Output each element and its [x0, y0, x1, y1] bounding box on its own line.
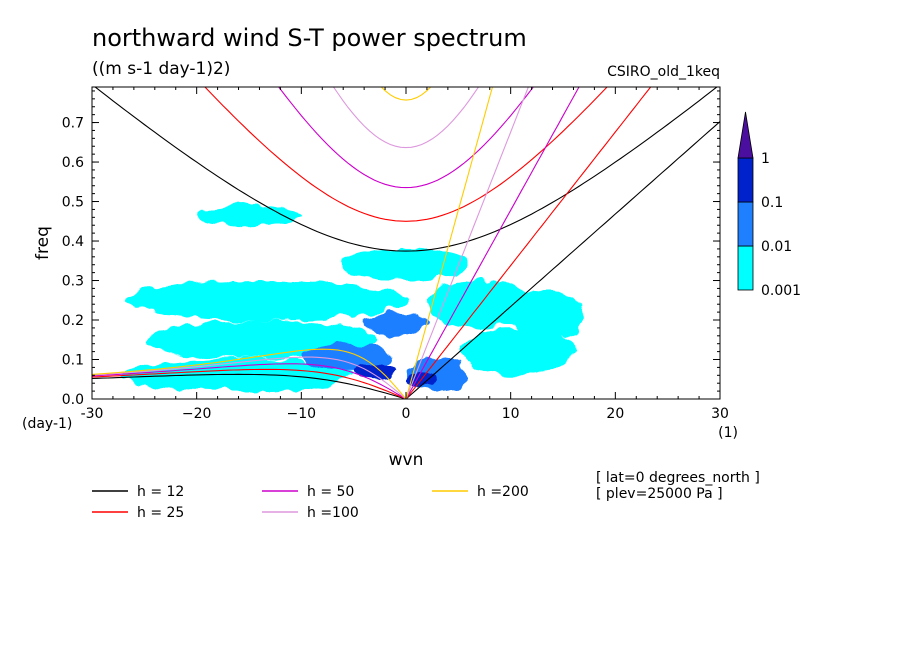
x-tick-label: 10	[502, 406, 520, 422]
dispersion-curve	[92, 356, 407, 399]
colorbar-label: 0.001	[761, 283, 801, 299]
dataset-label: CSIRO_old_1keq	[607, 64, 720, 80]
y-tick-label: 0.2	[62, 313, 84, 329]
dispersion-curve	[92, 363, 407, 399]
x-unit-label: (1)	[718, 425, 738, 441]
x-tick-label: −10	[287, 406, 317, 422]
legend-entry: h =200	[477, 484, 529, 500]
x-tick-label: 30	[711, 406, 729, 422]
colorbar-top-arrow	[737, 111, 754, 159]
colorbar: 0.001 0.01 0.1 1	[737, 111, 801, 299]
x-tick-label: 20	[606, 406, 624, 422]
power-shading	[123, 205, 584, 392]
dispersion-curve	[92, 373, 407, 399]
annotation-plev: [ plev=25000 Pa ]	[596, 486, 723, 502]
power-region	[364, 312, 427, 336]
y-axis-label: freq	[33, 226, 53, 260]
y-tick-label: 0.3	[62, 274, 84, 290]
y-unit-label: (day-1)	[22, 416, 72, 432]
dispersion-curves	[92, 87, 720, 399]
dispersion-curve	[405, 87, 652, 399]
chart-subtitle: ((m s-1 day-1)2)	[92, 59, 230, 79]
legend-entry: h = 12	[137, 484, 184, 500]
dispersion-curve	[405, 121, 720, 399]
y-tick-label: 0.7	[62, 116, 84, 132]
dispersion-curve	[204, 87, 608, 222]
power-region	[458, 327, 574, 376]
dispersion-curve	[94, 87, 718, 252]
dispersion-curve	[332, 87, 480, 149]
x-axis: -30 −20 −10 0 10 20 30	[81, 87, 729, 422]
dispersion-curve	[92, 368, 407, 399]
chart-title: northward wind S-T power spectrum	[92, 24, 527, 52]
y-tick-label: 0.1	[62, 353, 84, 369]
colorbar-segment	[737, 157, 754, 203]
colorbar-label: 1	[761, 151, 770, 167]
legend: h = 12 h = 25 h = 50 h =100 h =200	[92, 484, 529, 521]
power-region	[343, 248, 469, 281]
x-tick-label: -30	[81, 406, 104, 422]
power-region	[426, 280, 532, 328]
colorbar-segment	[737, 245, 754, 291]
legend-entry: h =100	[307, 505, 359, 521]
annotation-lat: [ lat=0 degrees_north ]	[596, 470, 760, 486]
x-tick-label: 0	[402, 406, 411, 422]
colorbar-label: 0.01	[761, 239, 792, 255]
power-region	[510, 288, 584, 340]
power-region	[196, 205, 302, 226]
y-tick-label: 0.4	[62, 234, 84, 250]
colorbar-label: 0.1	[761, 195, 783, 211]
y-tick-label: 0.5	[62, 195, 84, 211]
x-axis-label: wvn	[389, 450, 424, 470]
dispersion-curve	[380, 87, 432, 101]
legend-entry: h = 50	[307, 484, 354, 500]
dispersion-curve	[405, 87, 529, 399]
legend-entry: h = 25	[137, 505, 184, 521]
y-tick-label: 0.6	[62, 155, 84, 171]
power-region	[123, 280, 406, 321]
dispersion-curve	[405, 87, 494, 399]
x-tick-label: −20	[182, 406, 212, 422]
dispersion-curve	[278, 87, 534, 189]
power-region	[123, 359, 354, 392]
y-axis: 0.0 0.1 0.2 0.3 0.4 0.5 0.6 0.7	[62, 90, 720, 408]
colorbar-segment	[737, 201, 754, 247]
dispersion-curve	[405, 87, 580, 399]
y-tick-label: 0.0	[62, 392, 84, 408]
dispersion-curve	[92, 348, 407, 399]
